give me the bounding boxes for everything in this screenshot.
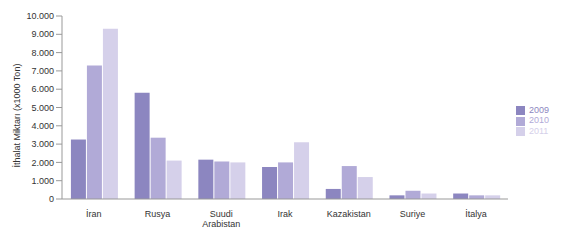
svg-text:7.000: 7.000 [31, 66, 54, 76]
svg-text:3.000: 3.000 [31, 139, 54, 149]
svg-text:İthalat Miktarı (x1000 Ton): İthalat Miktarı (x1000 Ton) [12, 64, 22, 168]
svg-text:2.000: 2.000 [31, 158, 54, 168]
svg-text:8.000: 8.000 [31, 48, 54, 58]
svg-text:Rusya: Rusya [145, 209, 171, 219]
html-text:2009: 2009 [529, 105, 549, 116]
html-text:2010: 2010 [529, 115, 549, 126]
svg-text:İtalya: İtalya [465, 209, 487, 219]
svg-text:5.000: 5.000 [31, 103, 54, 113]
svg-text:10.000: 10.000 [26, 11, 54, 21]
svg-text:1.000: 1.000 [31, 176, 54, 186]
svg-text:İran: İran [86, 209, 102, 219]
html-text:2011: 2011 [529, 125, 549, 136]
svg-text:0: 0 [49, 194, 54, 204]
svg-text:SuudiArabistan: SuudiArabistan [202, 209, 240, 229]
svg-text:Irak: Irak [277, 209, 293, 219]
svg-text:4.000: 4.000 [31, 121, 54, 131]
svg-text:Suriye: Suriye [400, 209, 426, 219]
svg-text:Kazakistan: Kazakistan [327, 209, 371, 219]
svg-text:6.000: 6.000 [31, 84, 54, 94]
svg-text:9.000: 9.000 [31, 29, 54, 39]
